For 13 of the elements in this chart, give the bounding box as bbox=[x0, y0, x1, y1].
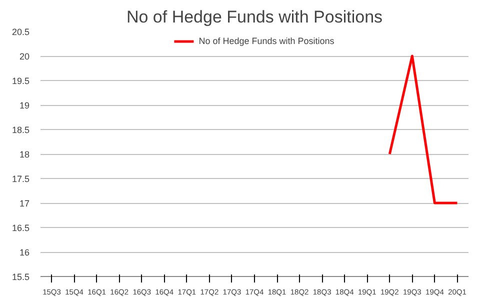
y-tick-label: 19 bbox=[19, 100, 30, 110]
legend-label: No of Hedge Funds with Positions bbox=[198, 36, 334, 46]
y-tick-label: 18 bbox=[19, 150, 30, 160]
y-tick-label: 16 bbox=[19, 248, 30, 258]
y-tick-label: 20 bbox=[19, 52, 30, 62]
y-tick-label: 19.5 bbox=[12, 76, 30, 86]
y-tick-label: 18.5 bbox=[12, 125, 30, 135]
y-tick-label: 15.5 bbox=[12, 272, 30, 282]
y-tick-label: 17 bbox=[19, 198, 30, 208]
chart-title: No of Hedge Funds with Positions bbox=[126, 8, 383, 26]
y-tick-label: 16.5 bbox=[12, 223, 30, 233]
y-tick-label: 17.5 bbox=[12, 174, 30, 184]
y-tick-label: 20.5 bbox=[12, 27, 30, 37]
